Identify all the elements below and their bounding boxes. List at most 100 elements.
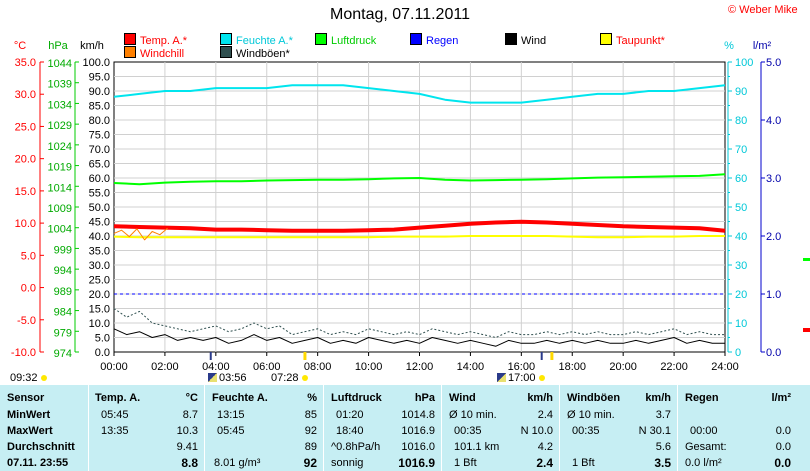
- temp-tick-label: 0.0: [21, 283, 36, 295]
- pressure-max: 1016.9: [401, 425, 435, 437]
- pressure-unit: hPa: [414, 392, 435, 404]
- gusts-header: Windböen: [567, 392, 621, 404]
- moon-icon: [497, 373, 506, 382]
- pressure-tick-label: 1019: [48, 162, 72, 174]
- legend-item: Luftdruck: [315, 33, 376, 47]
- wind-tick-label: 95.0: [89, 72, 110, 84]
- x-tick-label: 14:00: [457, 361, 485, 373]
- wind-min: 2.4: [537, 409, 553, 421]
- rain-tick-label: 3.0: [766, 173, 781, 185]
- sun-icon: [538, 375, 545, 381]
- temp-header: Temp. A.: [95, 392, 141, 404]
- x-tick-label: 08:00: [304, 361, 332, 373]
- temp-max-time: 13:35: [101, 425, 129, 437]
- wind-tick-label: 90.0: [89, 86, 110, 98]
- humidity-tick-label: 90: [735, 86, 747, 98]
- pressure-max-time: 18:40: [336, 425, 364, 437]
- wind-tick-label: 0.0: [95, 347, 110, 359]
- temp-tick-label: 20.0: [15, 154, 36, 166]
- rain-max-time: 00:00: [690, 425, 718, 437]
- rain-header: Regen: [685, 392, 719, 404]
- stats-table: Sensor MinWert MaxWert Durchschnitt 07.1…: [0, 385, 810, 471]
- pressure-tick-label: 974: [54, 348, 72, 360]
- gusts-beaufort: 1 Bft: [572, 457, 595, 469]
- legend-swatch: [505, 33, 517, 45]
- legend-item: Feuchte A.*: [220, 33, 293, 47]
- axis-unit-label: %: [724, 40, 734, 52]
- wind-avg: 4.2: [537, 441, 553, 453]
- row-labels-column: Sensor MinWert MaxWert Durchschnitt 07.1…: [0, 385, 88, 471]
- humidity-min-time: 13:15: [217, 409, 245, 421]
- temp-avg: 9.41: [176, 441, 198, 453]
- legend-label: Windchill: [140, 48, 185, 60]
- moonset-readout: 17:00: [497, 372, 545, 384]
- legend-item: Windböen*: [220, 46, 290, 60]
- x-tick-label: 06:00: [253, 361, 281, 373]
- legend-swatch: [315, 33, 327, 45]
- wind-tick-label: 30.0: [89, 260, 110, 272]
- gusts-column: Windböen km/h Ø 10 min. 3.7 00:35 N 30.1…: [559, 385, 677, 471]
- x-tick-label: 00:00: [100, 361, 128, 373]
- temp-current: 8.8: [181, 456, 198, 470]
- series-temp-a: [113, 219, 726, 233]
- gusts-avg: 5.6: [655, 441, 671, 453]
- temp-tick-label: 5.0: [21, 250, 36, 262]
- pressure-tick-label: 1024: [48, 141, 72, 153]
- wind-header: Wind: [449, 392, 476, 404]
- row-label-sensor: Sensor: [7, 392, 45, 404]
- copyright-link[interactable]: © Weber Mike: [728, 4, 798, 16]
- chart-axes: 100.095.090.085.080.075.070.065.060.055.…: [11, 40, 810, 373]
- legend-label: Temp. A.*: [140, 35, 188, 47]
- rain-tick-label: 1.0: [766, 289, 781, 301]
- edge-temp-indicator: [803, 328, 810, 332]
- rain-tick-label: 0.0: [766, 347, 781, 359]
- series-windb-en: [113, 308, 725, 338]
- legend-item: Taupunkt*: [600, 33, 665, 47]
- gusts-current: 3.5: [654, 456, 671, 470]
- pressure-tick-label: 1034: [48, 99, 72, 111]
- row-label-avg: Durchschnitt: [7, 441, 75, 453]
- legend-item: Regen: [410, 33, 458, 47]
- gusts-max: N 30.1: [638, 425, 671, 437]
- humidity-min: 85: [304, 409, 317, 421]
- humidity-unit: %: [307, 392, 317, 404]
- gusts-min: 3.7: [655, 409, 671, 421]
- wind-tick-label: 65.0: [89, 159, 110, 171]
- wind-max-time: 00:35: [454, 425, 482, 437]
- legend-swatch: [410, 33, 422, 45]
- pressure-tick-label: 1029: [48, 120, 72, 132]
- wind-tick-label: 5.0: [95, 333, 110, 345]
- axis-unit-label: °C: [14, 40, 26, 52]
- temp-tick-label: -10.0: [11, 347, 36, 359]
- humidity-tick-label: 10: [735, 318, 747, 330]
- wind-tick-label: 50.0: [89, 202, 110, 214]
- legend-label: Taupunkt*: [616, 35, 665, 47]
- temp-tick-label: 25.0: [15, 121, 36, 133]
- pressure-min-time: 01:20: [336, 409, 364, 421]
- temp-tick-label: 30.0: [15, 89, 36, 101]
- moonrise-readout: 03:56: [208, 372, 247, 384]
- temp-column: Temp. A. °C 05:45 8.7 13:35 10.3 9.41 8.…: [88, 385, 204, 471]
- humidity-tick-label: 40: [735, 231, 747, 243]
- wind-tick-label: 20.0: [89, 289, 110, 301]
- legend-swatch: [124, 33, 136, 45]
- legend-swatch: [124, 46, 136, 58]
- pressure-tick-label: 979: [54, 327, 72, 339]
- humidity-max-time: 05:45: [217, 425, 245, 437]
- humidity-tick-label: 100: [735, 57, 753, 69]
- legend-swatch: [220, 33, 232, 45]
- chart-series: [113, 84, 726, 347]
- temp-min: 8.7: [182, 409, 198, 421]
- humidity-tick-label: 60: [735, 173, 747, 185]
- axis-unit-label: l/m²: [753, 40, 772, 52]
- series-wind: [113, 328, 725, 347]
- legend-label: Feuchte A.*: [236, 35, 293, 47]
- legend-swatch: [220, 46, 232, 58]
- wind-max: N 10.0: [520, 425, 553, 437]
- x-tick-label: 16:00: [508, 361, 536, 373]
- pressure-trend: ^0.8hPa/h: [331, 441, 381, 453]
- x-tick-label: 02:00: [151, 361, 179, 373]
- edge-pressure-indicator: [803, 258, 810, 261]
- wind-tick-label: 100.0: [82, 57, 110, 69]
- pressure-header: Luftdruck: [331, 392, 382, 404]
